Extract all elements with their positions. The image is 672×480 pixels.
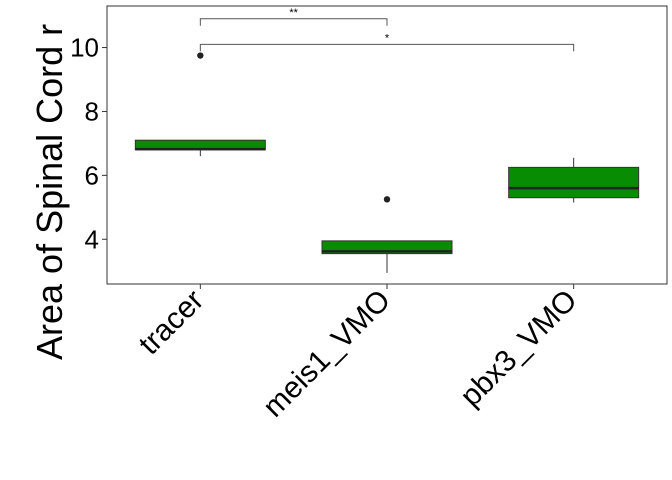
box-pbx3_VMO [508, 157, 640, 203]
significance-label: * [385, 32, 390, 44]
box-iqr [508, 166, 640, 199]
significance-bracket: ** [199, 7, 388, 26]
boxes-layer [134, 52, 640, 273]
y-tick-label: 6 [85, 160, 99, 190]
outlier-point [383, 196, 391, 203]
significance-label: ** [289, 7, 298, 19]
y-axis: 4 6 8 10 [70, 33, 107, 254]
box-tracer [134, 52, 266, 157]
significance-layer: *** [199, 7, 575, 52]
y-tick-label: 4 [85, 224, 99, 254]
y-axis-label: Area of Spinal Cord r [29, 24, 70, 360]
y-tick-label: 8 [85, 96, 99, 126]
x-tick-label: meis1_VMO [257, 284, 397, 424]
x-axis: tracer meis1_VMO pbx3_VMO [133, 284, 584, 424]
x-tick-label: tracer [133, 284, 211, 362]
bracket-line [199, 18, 388, 26]
outlier-point [197, 52, 204, 59]
significance-bracket: * [199, 32, 575, 52]
bracket-line [199, 43, 575, 52]
box-meis1_VMO [321, 196, 453, 273]
x-tick-label: pbx3_VMO [454, 284, 583, 413]
y-tick-label: 10 [70, 33, 99, 63]
